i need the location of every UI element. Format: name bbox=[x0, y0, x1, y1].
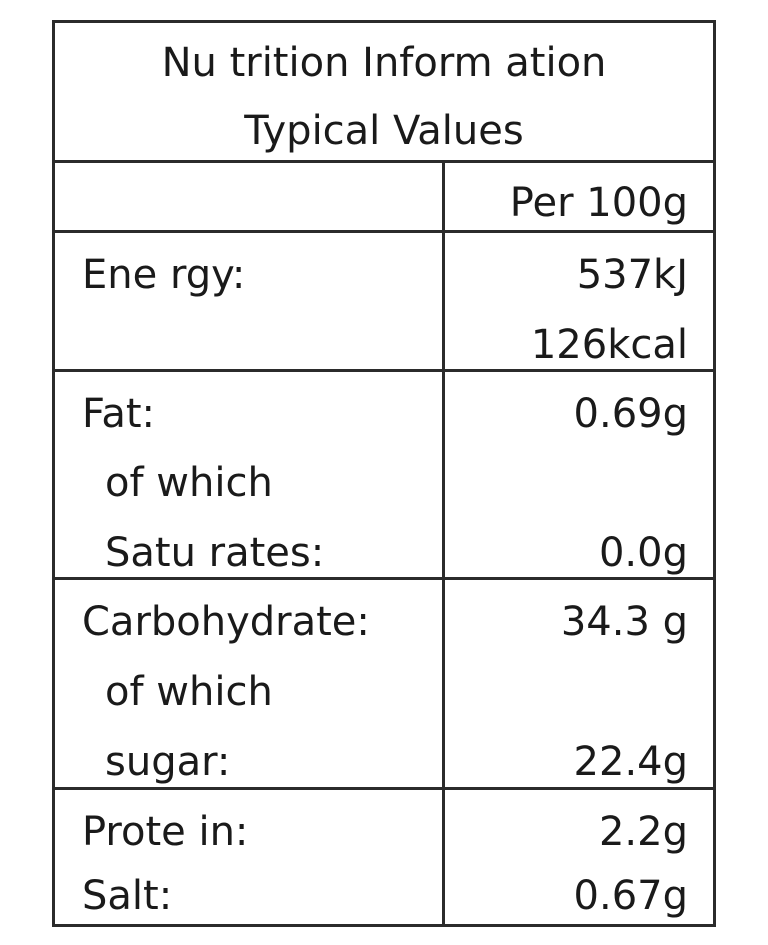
fat-of-which-label: of which bbox=[105, 460, 273, 506]
table-title-line-2: Typical Values bbox=[244, 108, 524, 154]
fat-label: Fat: bbox=[82, 391, 156, 437]
protein-value: 2.2g bbox=[598, 809, 688, 855]
carbohydrate-value: 34.3 g bbox=[560, 599, 688, 645]
column-header-per-100g: Per 100g bbox=[509, 180, 688, 226]
saturates-value: 0.0g bbox=[598, 530, 688, 576]
protein-label: Prote in: bbox=[82, 809, 249, 855]
carbohydrate-label: Carbohydrate: bbox=[82, 599, 370, 645]
divider-fat bbox=[55, 577, 713, 580]
fat-value: 0.69g bbox=[573, 391, 688, 437]
table-title-line-1: Nu trition Inform ation bbox=[161, 40, 607, 86]
energy-kcal-value: 126kcal bbox=[530, 322, 688, 368]
salt-value: 0.67g bbox=[573, 873, 688, 919]
divider-title bbox=[55, 160, 713, 163]
divider-header bbox=[55, 230, 713, 233]
energy-kj-value: 537kJ bbox=[576, 252, 688, 298]
divider-carbohydrate bbox=[55, 787, 713, 790]
nutrition-table: Nu trition Inform ation Typical Values P… bbox=[52, 20, 716, 927]
sugar-value: 22.4g bbox=[573, 739, 688, 785]
saturates-label: Satu rates: bbox=[105, 530, 325, 576]
salt-label: Salt: bbox=[82, 873, 173, 919]
sugar-label: sugar: bbox=[105, 739, 231, 785]
divider-energy bbox=[55, 369, 713, 372]
energy-label: Ene rgy: bbox=[82, 252, 246, 298]
carbohydrate-of-which-label: of which bbox=[105, 669, 273, 715]
column-divider bbox=[442, 160, 445, 924]
